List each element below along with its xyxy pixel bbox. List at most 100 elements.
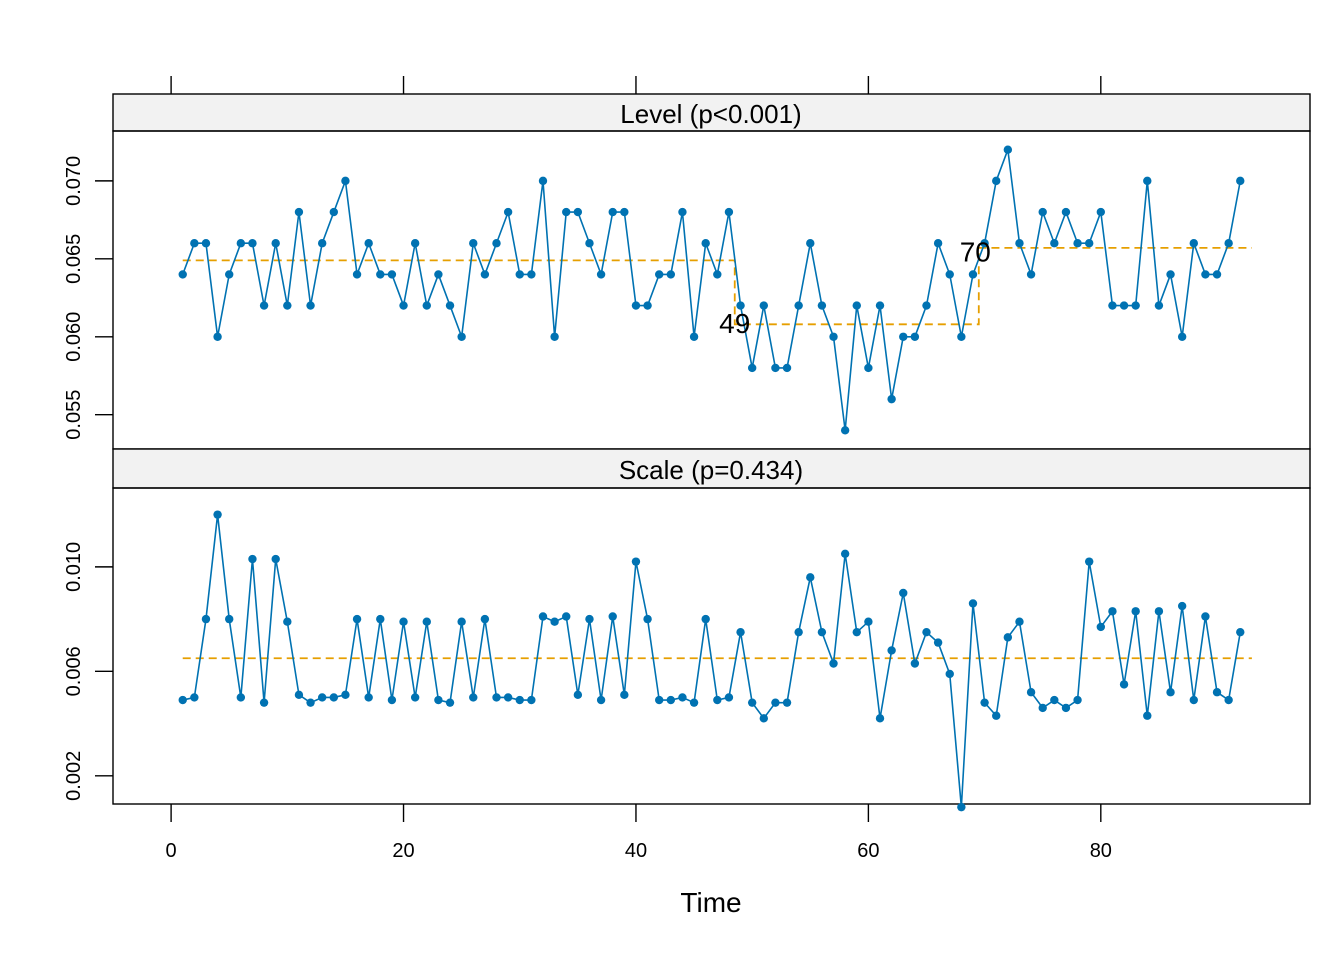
level-data-point [445, 301, 455, 310]
scale-data-point [747, 698, 757, 707]
level-data-point [1224, 239, 1233, 248]
scale-data-point [655, 695, 664, 705]
level-data-point [864, 363, 873, 373]
level-data-point [852, 301, 861, 310]
level-data-point [817, 301, 827, 310]
level-data-point [364, 239, 373, 248]
level-data-point [1073, 239, 1082, 248]
level-fit-lines [182, 247, 1252, 326]
level-data-point [643, 301, 652, 310]
scale-data-point [910, 659, 920, 668]
level-data-point [1003, 145, 1013, 154]
scale-data-point [643, 614, 652, 624]
level-data-point [271, 239, 280, 248]
level-data-point [933, 239, 943, 248]
level-data-point [980, 239, 989, 248]
level-data-point [236, 239, 246, 248]
level-data-point [422, 301, 431, 310]
scale-data-point [225, 614, 234, 624]
level-data-point [794, 301, 803, 310]
level-data-point [1143, 176, 1152, 186]
scale-data-point [527, 695, 536, 705]
level-data-point [840, 426, 850, 435]
level-fit-line [182, 247, 1252, 326]
scale-data-point [1050, 695, 1059, 705]
scale-data-point [1236, 627, 1245, 637]
level-changepoints: 49 70 [719, 237, 991, 340]
scale-data-point [469, 693, 478, 702]
level-data-point [1096, 207, 1106, 217]
scale-data-point [317, 693, 327, 702]
scale-data-point [968, 599, 978, 608]
level-data-point [759, 301, 768, 310]
level-y-axis: 0.055 0.060 0.065 0.070 [63, 156, 113, 440]
scale-data-point [957, 802, 966, 812]
scale-data-point [1038, 703, 1047, 713]
scale-data-point [689, 698, 699, 707]
scale-data-point [992, 711, 1001, 720]
level-data-point [1084, 239, 1094, 248]
scale-data-point [1015, 617, 1024, 626]
level-y-tick-label: 0.060 [63, 312, 85, 362]
scale-data-point [387, 695, 397, 705]
level-data-point [410, 239, 420, 248]
x-tick-label: 0 [166, 840, 177, 862]
level-data-point [992, 176, 1001, 186]
level-data-point [434, 270, 443, 279]
scale-data-point [1224, 695, 1233, 705]
scale-strip [112, 448, 1311, 489]
scale-data-point [1108, 607, 1117, 616]
scale-data-point [515, 695, 524, 705]
level-data-point [1119, 301, 1129, 310]
scale-data-point [236, 693, 246, 702]
level-data-point [968, 270, 978, 279]
scale-data-point [806, 573, 815, 582]
scale-data-point [666, 695, 676, 705]
scale-data-point [771, 698, 780, 707]
level-data-point [806, 239, 815, 248]
level-data-point [503, 207, 513, 217]
scale-data-point [1201, 612, 1210, 621]
scale-data-point [271, 554, 280, 564]
level-data-point [1108, 301, 1117, 310]
level-panel: Level (p<0.001) 0.055 0.060 0.065 0.070 49 7… [63, 93, 1311, 450]
scale-data-point [341, 690, 350, 700]
scale-y-tick-label: 0.006 [63, 646, 85, 696]
level-data-point [387, 270, 397, 279]
scale-data-point [1154, 607, 1164, 616]
level-data-point [689, 332, 699, 341]
level-data-point [550, 332, 559, 341]
level-data-point [527, 270, 536, 279]
scale-data-point [980, 698, 989, 707]
scale-data-point [945, 669, 954, 679]
level-data-point [771, 363, 780, 373]
level-data-point [887, 394, 896, 404]
level-data-point [922, 301, 931, 310]
level-changepoint-label: 49 [719, 308, 750, 339]
scale-data-point [724, 693, 734, 702]
scale-data-point [1166, 688, 1175, 697]
level-strip [112, 93, 1311, 132]
level-data-point [829, 332, 838, 341]
scale-data-point [759, 714, 768, 723]
level-data-point [1236, 176, 1245, 186]
level-data-point [724, 207, 734, 217]
scale-data-point [538, 612, 548, 621]
scale-data-point [503, 693, 513, 702]
scale-data-point [585, 614, 594, 624]
level-data-point [178, 270, 187, 279]
scale-data-point [713, 695, 722, 705]
level-series-line [181, 149, 1242, 431]
scale-data-point [1026, 688, 1036, 697]
scale-series-line [182, 514, 1242, 808]
scale-y-tick-label: 0.002 [63, 751, 85, 801]
scale-data-point [352, 614, 362, 624]
top-x-axis [170, 76, 1102, 94]
level-data-point [1061, 207, 1071, 217]
level-data-point [1189, 239, 1198, 248]
level-data-point [1015, 239, 1024, 248]
level-data-point [1177, 332, 1187, 341]
scale-data-point [190, 693, 199, 702]
level-data-point [1131, 301, 1140, 310]
x-tick-label: 20 [392, 840, 414, 862]
